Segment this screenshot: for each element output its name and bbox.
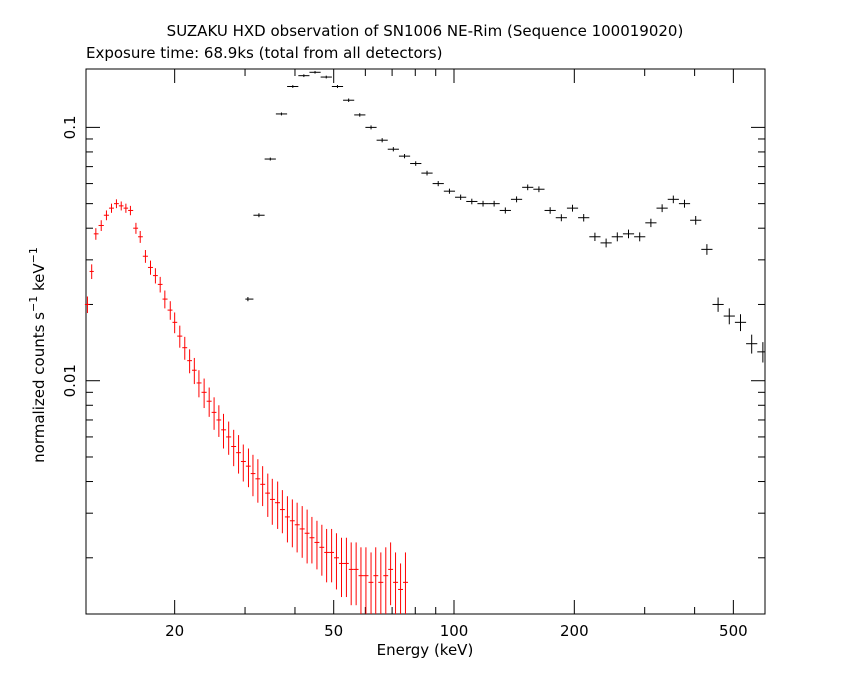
- x-axis-label: Energy (keV): [377, 641, 474, 659]
- x-tick-label: 20: [165, 622, 184, 640]
- plot-frame: [85, 68, 766, 615]
- chart-title: SUZAKU HXD observation of SN1006 NE-Rim …: [166, 22, 684, 40]
- y-tick-label: 0.1: [61, 115, 79, 139]
- series-0: [84, 199, 409, 614]
- y-tick-label: 0.01: [61, 364, 79, 397]
- series-1: [245, 70, 766, 363]
- x-tick-labels: 20 50 100 200 500: [165, 622, 748, 640]
- data-series: [84, 70, 766, 614]
- x-tick-label: 50: [324, 622, 343, 640]
- y-label-mid: keV: [30, 263, 48, 296]
- y-label-prefix: normalized counts s: [30, 312, 48, 463]
- y-axis-label: normalized counts s−1 keV−1: [27, 247, 48, 463]
- x-tick-label: 200: [560, 622, 589, 640]
- y-label-sup2: −1: [27, 247, 40, 263]
- axis-ticks: [86, 69, 766, 614]
- chart-subtitle: Exposure time: 68.9ks (total from all de…: [86, 44, 443, 62]
- x-tick-label: 500: [719, 622, 748, 640]
- y-label-sup1: −1: [27, 296, 40, 312]
- x-tick-label: 100: [440, 622, 469, 640]
- y-tick-labels: 0.01 0.1: [61, 115, 79, 397]
